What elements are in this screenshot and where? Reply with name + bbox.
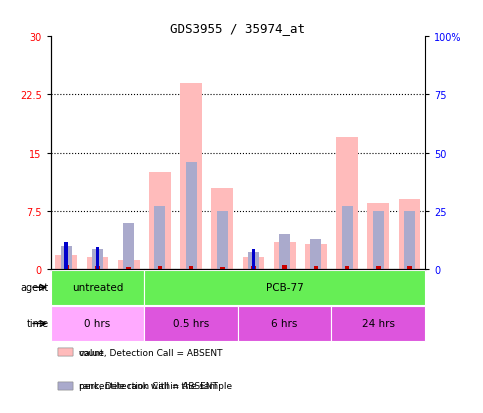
Bar [61, 246, 72, 270]
Bar [336, 138, 358, 270]
Text: 0 hrs: 0 hrs [85, 319, 111, 329]
Bar [217, 211, 228, 270]
Bar [113, 270, 144, 281]
Bar [51, 306, 144, 341]
Bar [269, 270, 300, 281]
Bar [58, 349, 73, 356]
Text: untreated: untreated [72, 282, 123, 292]
Text: time: time [27, 319, 49, 329]
Bar [363, 270, 394, 272]
Bar [331, 270, 363, 281]
Bar [394, 270, 425, 281]
Bar [58, 382, 73, 390]
Text: agent: agent [21, 282, 49, 292]
Bar [368, 204, 389, 270]
Bar [300, 270, 331, 272]
Bar [345, 266, 349, 270]
Bar [252, 250, 256, 270]
Bar [144, 270, 425, 305]
Bar [58, 349, 73, 356]
Text: 0.5 hrs: 0.5 hrs [173, 319, 209, 329]
Bar [238, 270, 269, 272]
Bar [331, 306, 425, 341]
Bar [185, 163, 197, 270]
Title: GDS3955 / 35974_at: GDS3955 / 35974_at [170, 21, 305, 35]
Bar [144, 306, 238, 341]
Bar [212, 188, 233, 270]
Bar [92, 250, 103, 270]
Bar [127, 267, 131, 270]
Bar [376, 266, 381, 270]
Text: percentile rank within the sample: percentile rank within the sample [79, 382, 232, 391]
Bar [58, 382, 73, 390]
Bar [95, 266, 100, 270]
Bar [283, 266, 287, 270]
Bar [144, 270, 175, 272]
Bar [82, 270, 113, 281]
Bar [373, 211, 384, 270]
Bar [274, 242, 296, 270]
Text: count: count [79, 348, 104, 357]
Bar [311, 239, 321, 270]
Bar [248, 252, 259, 270]
Bar [64, 243, 68, 270]
Bar [242, 258, 264, 270]
Bar [82, 270, 113, 272]
Bar [118, 260, 140, 270]
Bar [144, 270, 175, 281]
Bar [175, 270, 207, 281]
Text: 6 hrs: 6 hrs [271, 319, 298, 329]
Bar [331, 270, 363, 272]
Bar [269, 270, 300, 272]
Bar [207, 270, 238, 272]
Bar [113, 270, 144, 272]
Bar [220, 267, 225, 270]
Text: PCB-77: PCB-77 [266, 282, 303, 292]
Bar [251, 266, 256, 270]
Bar [313, 266, 318, 270]
Bar [407, 266, 412, 270]
Bar [51, 270, 82, 281]
Bar [96, 247, 99, 270]
Bar [180, 83, 202, 270]
Bar [175, 270, 207, 272]
Bar [149, 173, 171, 270]
Bar [86, 258, 108, 270]
Bar [341, 207, 353, 270]
Text: 24 hrs: 24 hrs [362, 319, 395, 329]
Bar [207, 270, 238, 281]
Bar [398, 200, 420, 270]
Bar [404, 211, 415, 270]
Bar [56, 256, 77, 270]
Bar [64, 266, 69, 270]
Bar [300, 270, 331, 281]
Bar [189, 266, 193, 270]
Bar [305, 244, 327, 270]
Bar [363, 270, 394, 281]
Bar [157, 266, 162, 270]
Bar [238, 270, 269, 281]
Bar [155, 207, 165, 270]
Bar [123, 223, 134, 270]
Bar [279, 235, 290, 270]
Bar [394, 270, 425, 272]
Bar [238, 306, 331, 341]
Text: value, Detection Call = ABSENT: value, Detection Call = ABSENT [79, 348, 222, 357]
Text: rank, Detection Call = ABSENT: rank, Detection Call = ABSENT [79, 382, 218, 391]
Bar [51, 270, 82, 272]
Bar [51, 270, 144, 305]
